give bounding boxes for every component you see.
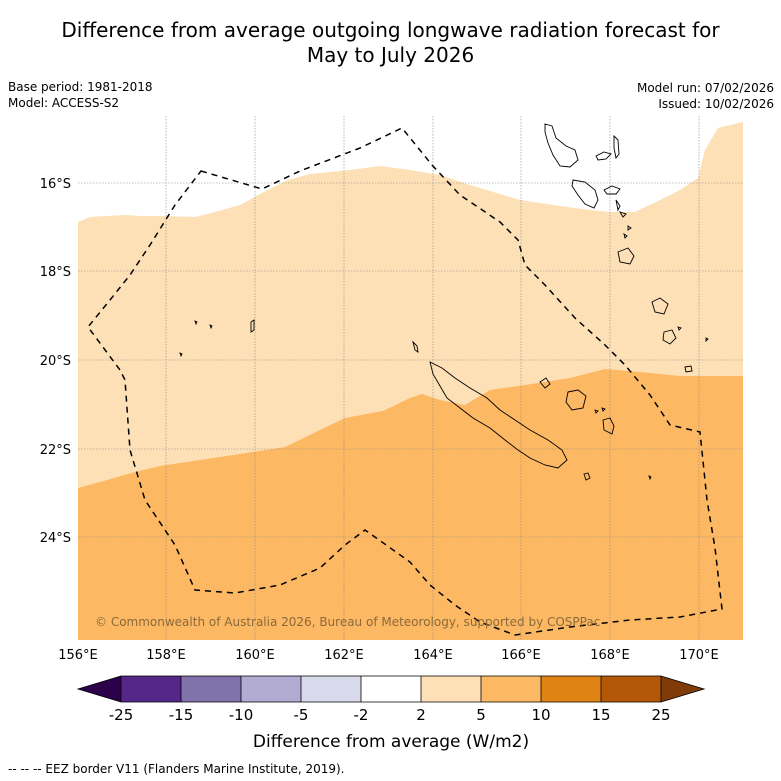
colorbar-bin	[421, 676, 481, 702]
colorbar-bin	[481, 676, 541, 702]
lon-label: 156°E	[58, 648, 98, 663]
island-belep	[412, 340, 419, 353]
lon-label: 166°E	[501, 648, 541, 663]
colorbar-outline	[76, 675, 706, 703]
colorbar-bin	[601, 676, 661, 702]
island-aniwa	[705, 337, 709, 343]
island-aneityum	[684, 365, 693, 373]
island-espiritu-santo	[544, 123, 579, 168]
colorbar-bin	[181, 676, 241, 702]
island-small-1	[623, 232, 628, 239]
island-pentecost	[613, 134, 620, 160]
colorbar: -25 -15 -10 -5 -2 2 5 10 15 25 Differenc…	[76, 675, 706, 752]
island-small-2	[627, 225, 632, 231]
lon-label: 168°E	[590, 648, 630, 663]
map-title: Difference from average outgoing longwav…	[0, 18, 781, 68]
colorbar-bin	[241, 676, 301, 702]
model-run: Model run: 07/02/2026	[636, 81, 774, 95]
lat-label: 16°S	[40, 177, 71, 192]
colorbar-extend-low	[78, 676, 121, 702]
colorbar-tick-label: 2	[416, 706, 426, 724]
lon-label: 158°E	[146, 648, 186, 663]
colorbar-tick-label: 5	[476, 706, 486, 724]
island-epi	[615, 199, 621, 212]
colorbar-tick-label: -10	[229, 706, 254, 724]
eez-border	[87, 127, 723, 636]
colorbar-ticks: -25 -15 -10 -5 -2 2 5 10 15 25	[109, 706, 671, 724]
island-malakula	[571, 179, 599, 209]
island-shepherd	[618, 211, 627, 218]
band-5-to-10	[78, 369, 743, 640]
island-walpole	[648, 475, 652, 481]
colorbar-bin	[121, 676, 181, 702]
lon-label: 170°E	[679, 648, 719, 663]
lat-label: 20°S	[40, 354, 71, 369]
island-isle-of-pines	[583, 472, 591, 481]
base-period: Base period: 1981-2018	[8, 80, 153, 94]
island-tanna	[662, 329, 677, 345]
colorbar-title: Difference from average (W/m2)	[253, 732, 529, 752]
copyright-text: © Commonwealth of Australia 2026, Bureau…	[95, 615, 600, 629]
colorbar-bin	[361, 676, 421, 702]
island-erromango	[651, 297, 669, 315]
colorbar-tick-label: 15	[591, 706, 610, 724]
meta-left: Base period: 1981-2018 Model: ACCESS-S2	[8, 79, 153, 111]
model-name: Model: ACCESS-S2	[8, 96, 120, 110]
reef-small-2	[209, 324, 213, 330]
colorbar-extend-high	[661, 676, 704, 702]
island-grande-terre	[429, 361, 568, 469]
lat-label: 22°S	[40, 443, 71, 458]
lon-label: 160°E	[235, 648, 275, 663]
colorbar-tick-label: 25	[651, 706, 670, 724]
island-ambrym	[603, 185, 621, 195]
lon-label: 164°E	[413, 648, 453, 663]
meta-right: Model run: 07/02/2026 Issued: 10/02/2026	[637, 80, 774, 112]
issued-date: Issued: 10/02/2026	[658, 97, 774, 111]
reef-small-3	[179, 352, 183, 358]
lat-label: 18°S	[40, 265, 71, 280]
anomaly-field	[78, 116, 743, 640]
island-lifou	[539, 377, 551, 389]
reef-chesterfield	[250, 319, 255, 333]
title-line-1: Difference from average outgoing longwav…	[61, 18, 720, 42]
eez-legend-note: -- -- -- EEZ border V11 (Flanders Marine…	[8, 762, 345, 776]
island-maré	[565, 389, 587, 411]
lat-labels: 16°S 18°S 20°S 22°S 24°S	[40, 177, 71, 546]
colorbar-tick-label: -5	[294, 706, 309, 724]
island-efate	[617, 247, 635, 265]
island-small-3	[594, 409, 599, 414]
colorbar-tick-label: -2	[354, 706, 369, 724]
coastlines	[179, 123, 709, 481]
island-tiga	[602, 417, 615, 435]
colorbar-tick-label: 10	[531, 706, 550, 724]
island-futuna	[677, 326, 682, 331]
title-line-2: May to July 2026	[306, 43, 475, 67]
colorbar-bin	[541, 676, 601, 702]
colorbar-tick-label: -15	[169, 706, 194, 724]
lon-labels: 156°E 158°E 160°E 162°E 164°E 166°E 168°…	[58, 648, 719, 663]
lon-label: 162°E	[324, 648, 364, 663]
colorbar-tick-label: -25	[109, 706, 134, 724]
island-ambae	[595, 151, 612, 161]
island-small-4	[601, 407, 606, 412]
lat-label: 24°S	[40, 531, 71, 546]
reef-small-1	[194, 320, 198, 326]
colorbar-bin	[301, 676, 361, 702]
graticule	[78, 116, 743, 640]
